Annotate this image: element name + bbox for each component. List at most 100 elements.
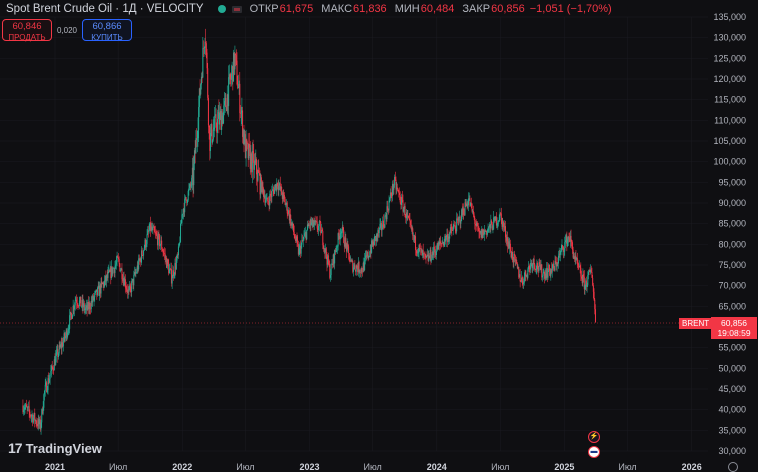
candle-body bbox=[489, 224, 491, 229]
candle-body bbox=[320, 230, 322, 234]
candle-body bbox=[198, 107, 200, 130]
candle-body bbox=[155, 233, 157, 235]
candle-body bbox=[388, 200, 390, 211]
candle-body bbox=[64, 335, 66, 339]
candle-body bbox=[245, 139, 247, 158]
candle-body bbox=[423, 253, 425, 255]
candle-body bbox=[551, 268, 553, 273]
candle-body bbox=[426, 255, 428, 258]
candle-body bbox=[564, 240, 566, 243]
candle-body bbox=[150, 226, 152, 231]
candle-body bbox=[405, 212, 407, 219]
candle-body bbox=[406, 212, 408, 217]
event-flash-icon[interactable]: ⚡ bbox=[588, 431, 600, 443]
candle-body bbox=[488, 224, 490, 228]
candle-body bbox=[235, 53, 237, 56]
candle-body bbox=[183, 208, 185, 213]
candle-body bbox=[108, 270, 110, 272]
tradingview-logo[interactable]: 17 TradingView bbox=[8, 440, 102, 456]
candle-body bbox=[109, 267, 111, 272]
y-tick-label: 110,000 bbox=[714, 115, 746, 125]
candle-body bbox=[462, 208, 464, 215]
candle-body bbox=[61, 342, 63, 349]
candle-body bbox=[170, 269, 172, 284]
candle-body bbox=[400, 202, 402, 205]
candle-body bbox=[168, 264, 170, 274]
candle-body bbox=[62, 342, 64, 347]
candle-body bbox=[385, 215, 387, 220]
candle-body bbox=[334, 249, 336, 264]
candle-body bbox=[267, 197, 269, 202]
y-tick-label: 75,000 bbox=[718, 260, 746, 270]
candle-body bbox=[188, 188, 190, 192]
buy-label: КУПИТЬ bbox=[91, 33, 123, 42]
candle-body bbox=[161, 240, 163, 250]
candle-body bbox=[544, 272, 546, 279]
candle-body bbox=[301, 240, 303, 245]
candle-body bbox=[583, 274, 585, 277]
candle-body bbox=[241, 110, 243, 113]
candle-body bbox=[272, 189, 274, 191]
candle-body bbox=[230, 79, 232, 81]
candle-body bbox=[539, 262, 541, 265]
candle-body bbox=[469, 198, 471, 206]
candle-body bbox=[115, 264, 117, 267]
candle-body bbox=[422, 250, 424, 256]
symbol-title[interactable]: Spot Brent Crude Oil · 1Д · VELOCITY bbox=[6, 3, 204, 15]
candle-body bbox=[471, 203, 473, 212]
candle-body bbox=[306, 229, 308, 240]
candle-body bbox=[228, 74, 230, 78]
candle-body bbox=[31, 415, 33, 417]
candle-body bbox=[332, 254, 334, 266]
candle-body bbox=[337, 233, 339, 247]
candle-body bbox=[290, 214, 292, 226]
candle-body bbox=[407, 216, 409, 217]
candle-body bbox=[392, 183, 394, 196]
sell-button[interactable]: 60,846 ПРОДАТЬ bbox=[2, 19, 52, 42]
candle-body bbox=[190, 185, 192, 187]
buy-button[interactable]: 60,866 КУПИТЬ bbox=[82, 19, 132, 42]
candle-body bbox=[285, 204, 287, 206]
price-axis: 135,000 130,000 125,000 120,000 115,000 110,0… bbox=[713, 12, 746, 456]
candle-body bbox=[522, 281, 524, 285]
candle-body bbox=[234, 53, 236, 70]
candle-body bbox=[279, 183, 281, 186]
candle-body bbox=[537, 263, 539, 269]
us-flag-event-icon[interactable]: ▬ bbox=[588, 446, 600, 458]
sell-price: 60,846 bbox=[12, 21, 42, 32]
candle-body bbox=[111, 266, 113, 275]
candle-body bbox=[216, 118, 218, 133]
candle-body bbox=[421, 248, 423, 256]
settings-gear-icon[interactable] bbox=[728, 462, 738, 472]
candle-body bbox=[435, 251, 437, 255]
candle-body bbox=[343, 242, 345, 247]
candle-body bbox=[83, 303, 85, 308]
candle-body bbox=[526, 275, 528, 278]
candle-body bbox=[445, 235, 447, 242]
candle-body bbox=[383, 227, 385, 228]
x-tick-label: 2024 bbox=[427, 462, 447, 472]
candle-body bbox=[472, 211, 474, 215]
candle-body bbox=[91, 300, 93, 303]
candle-body bbox=[348, 246, 350, 254]
candle-body bbox=[481, 229, 483, 238]
candle-body bbox=[44, 390, 46, 395]
candle-body bbox=[248, 143, 250, 159]
candle-body bbox=[560, 251, 562, 255]
candle-body bbox=[403, 209, 405, 212]
candle-body bbox=[398, 190, 400, 193]
candle-body bbox=[355, 265, 357, 272]
candle-body bbox=[277, 186, 279, 191]
candle-body bbox=[524, 270, 526, 277]
candle-body bbox=[60, 344, 62, 349]
candle-body bbox=[588, 269, 590, 272]
candle-body bbox=[461, 209, 463, 215]
candle-body bbox=[138, 258, 140, 270]
candle-body bbox=[443, 241, 445, 246]
candle-body bbox=[124, 279, 126, 288]
candle-body bbox=[405, 217, 407, 219]
candle-body bbox=[298, 248, 300, 255]
candle-body bbox=[364, 256, 366, 258]
candle-body bbox=[48, 378, 50, 383]
